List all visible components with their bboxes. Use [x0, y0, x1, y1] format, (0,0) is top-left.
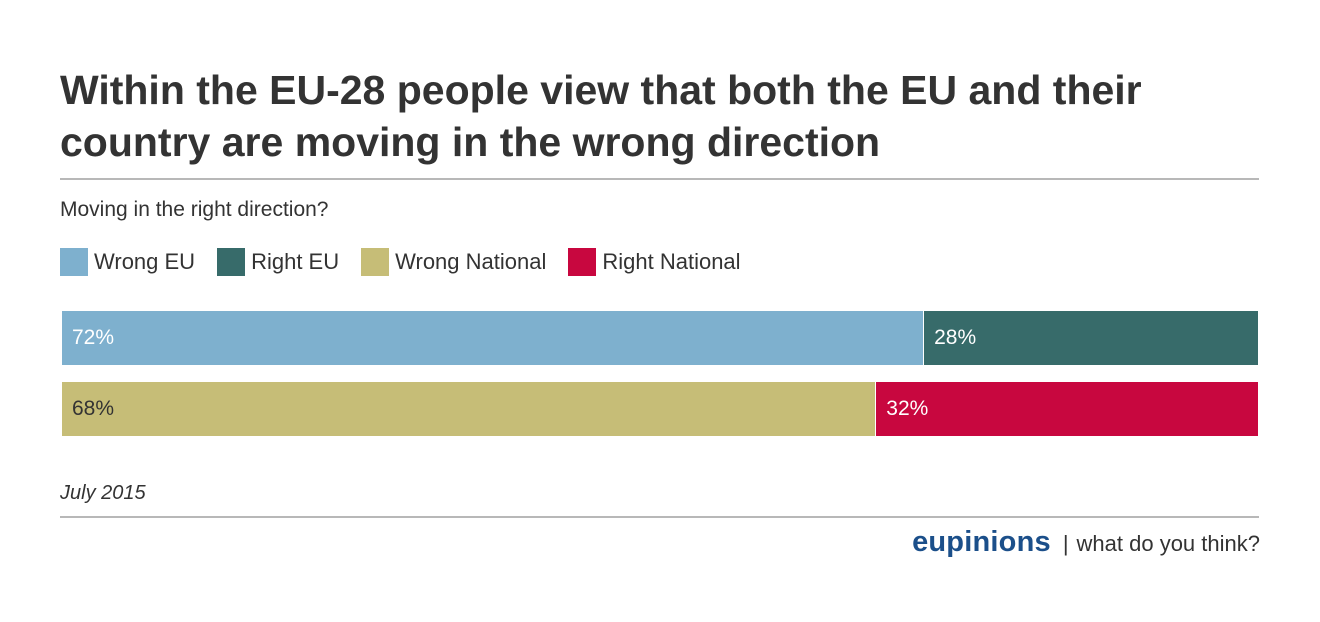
data-label: 72% [72, 326, 115, 349]
legend-swatch-wrong-eu [60, 248, 88, 276]
legend-label-right-national: Right National [602, 249, 741, 274]
data-label: 28% [934, 326, 977, 349]
footer-divider [60, 516, 1259, 518]
legend-label-wrong-national: Wrong National [395, 249, 547, 274]
legend-swatch-wrong-national [361, 248, 390, 276]
date-footnote: July 2015 [60, 482, 146, 504]
bar-segment-right-national: 32% [875, 382, 1258, 436]
chart-legend: Wrong EU Right EU Wrong National Right N… [60, 248, 763, 276]
legend-swatch-right-national [568, 248, 597, 276]
stacked-bar-chart: 72% 28% 68% 32% [62, 311, 1258, 437]
data-label: 32% [886, 397, 929, 420]
legend-label-wrong-eu: Wrong EU [94, 249, 196, 274]
legend-item-wrong-national: Wrong National [361, 248, 546, 276]
legend-label-right-eu: Right EU [251, 249, 340, 274]
bar-segment-wrong-eu: 72% [62, 311, 924, 365]
bar-segment-wrong-national: 68% [62, 382, 876, 436]
legend-item-right-national: Right National [568, 248, 741, 276]
brand-tagline: what do you think? [1076, 531, 1260, 556]
bar-row: 72% 28% [62, 311, 1258, 365]
brand-logo: eupinions [912, 526, 1051, 558]
legend-item-wrong-eu: Wrong EU [60, 248, 195, 276]
brand-footer: eupinions | what do you think? [912, 526, 1260, 559]
legend-swatch-right-eu [217, 248, 246, 276]
bar-segment-right-eu: 28% [923, 311, 1258, 365]
brand-separator: | [1062, 531, 1069, 556]
chart-title: Within the EU-28 people view that both t… [60, 67, 1142, 165]
data-label: 68% [72, 397, 115, 420]
bar-row: 68% 32% [62, 382, 1258, 436]
title-divider [60, 178, 1259, 180]
chart-subtitle: Moving in the right direction? [60, 198, 329, 221]
legend-item-right-eu: Right EU [217, 248, 339, 276]
